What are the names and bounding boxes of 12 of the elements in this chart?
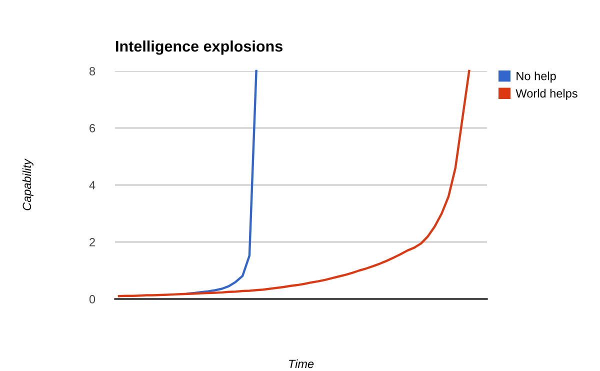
line-series bbox=[118, 70, 470, 298]
y-tick-label: 4 bbox=[89, 181, 96, 190]
line-series bbox=[186, 70, 258, 295]
legend-label: World helps bbox=[516, 88, 578, 100]
y-axis-title: Capability bbox=[22, 158, 34, 210]
y-tick-label: 6 bbox=[90, 124, 96, 132]
y-tick-label: 2 bbox=[90, 238, 95, 246]
y-tick-label: 0 bbox=[89, 295, 96, 304]
chart-title: Intelligence explosions bbox=[116, 40, 282, 55]
y-tick-label: 8 bbox=[90, 67, 96, 76]
legend-label: No help bbox=[516, 72, 556, 83]
x-axis-title: Time bbox=[288, 359, 314, 368]
